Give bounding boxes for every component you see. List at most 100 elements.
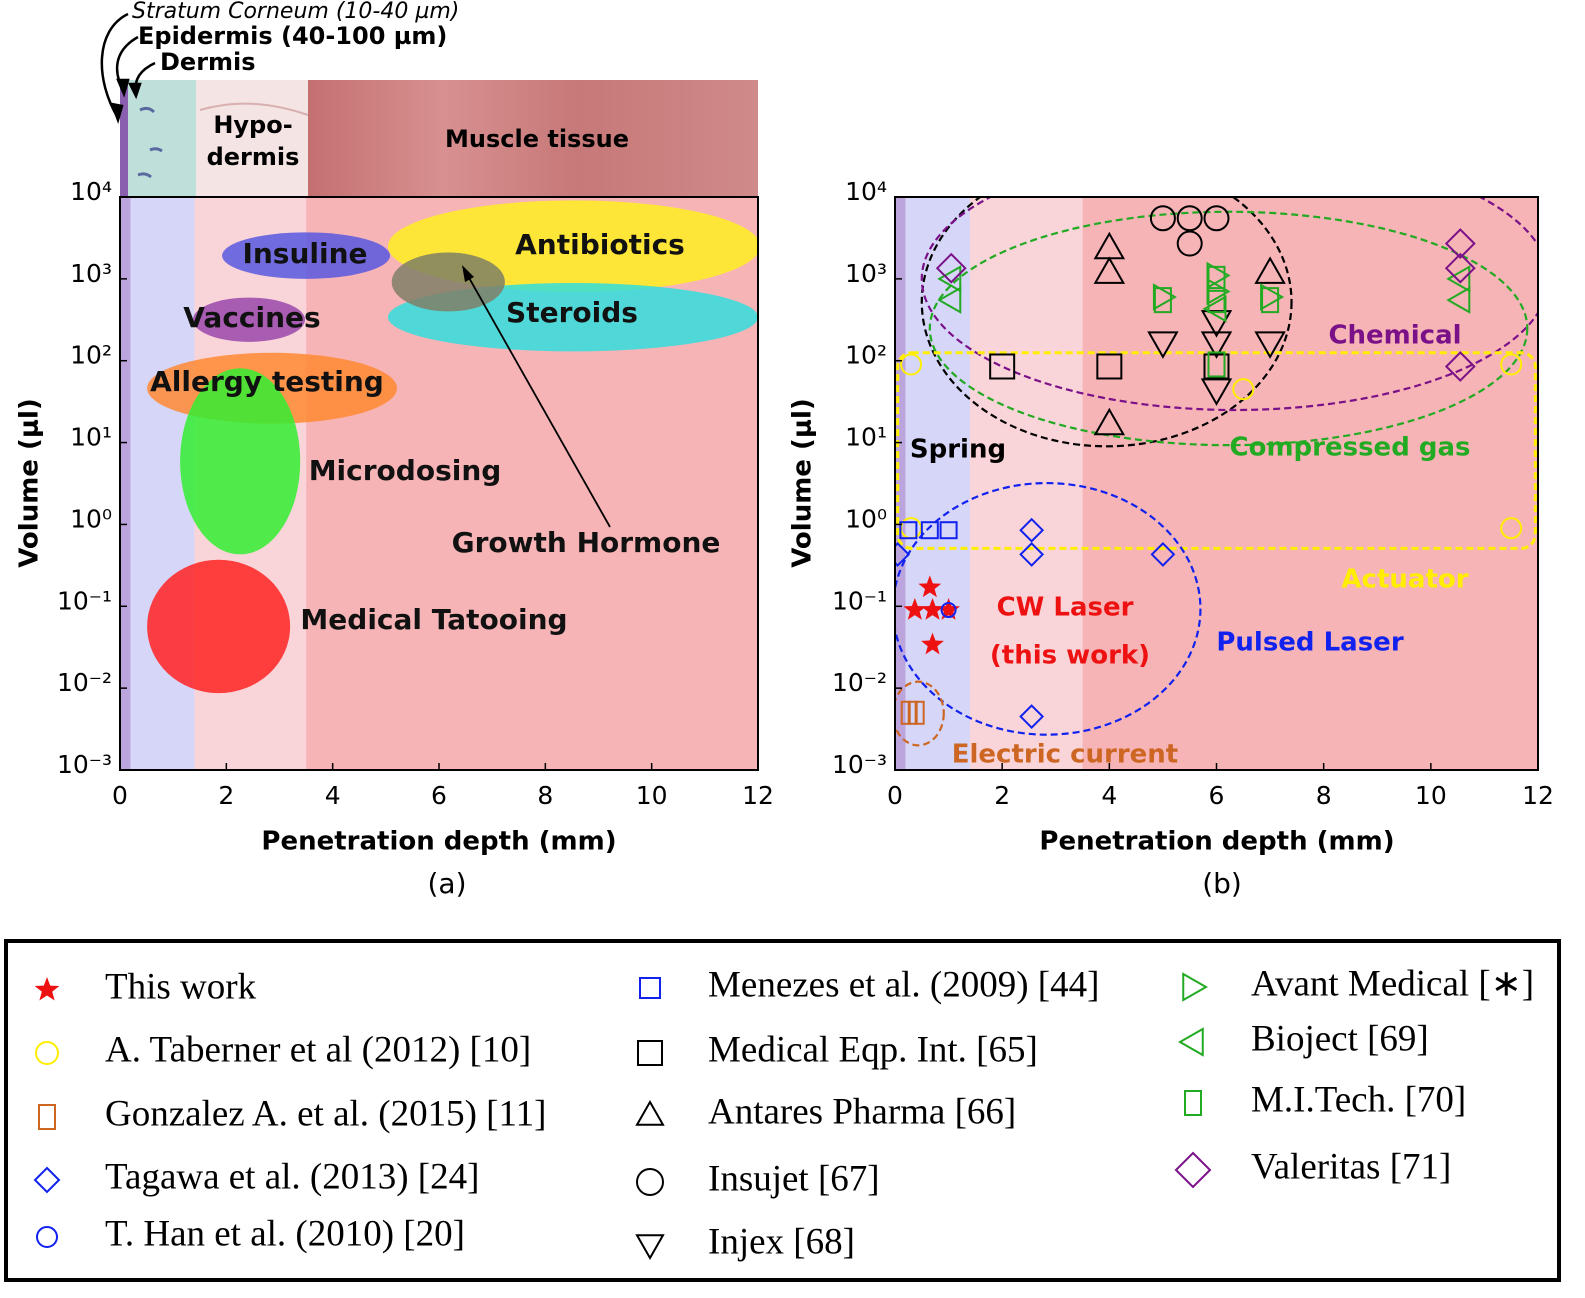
marker bbox=[1147, 331, 1179, 359]
marker bbox=[920, 521, 939, 540]
marker bbox=[36, 1226, 58, 1248]
legend-label: Gonzalez A. et al. (2015) [11] bbox=[105, 1093, 546, 1134]
marker bbox=[636, 1168, 664, 1196]
marker bbox=[921, 598, 944, 620]
marker bbox=[895, 542, 911, 567]
marker bbox=[935, 252, 967, 284]
marker bbox=[1207, 287, 1226, 314]
legend-label: Insujet [67] bbox=[708, 1158, 880, 1199]
marker bbox=[1200, 331, 1233, 359]
marker bbox=[1176, 205, 1203, 232]
region-label: Microdosing bbox=[309, 454, 502, 487]
marker bbox=[899, 521, 918, 540]
group-label: Compressed gas bbox=[1230, 433, 1471, 463]
group-outline bbox=[928, 210, 1529, 447]
annotation: dermis bbox=[207, 143, 300, 171]
annotation: Hypo- bbox=[213, 111, 292, 139]
marker bbox=[1096, 353, 1123, 380]
marker bbox=[1019, 542, 1045, 567]
plot-area bbox=[120, 197, 758, 770]
marker bbox=[1176, 230, 1203, 257]
group-outline bbox=[920, 197, 1293, 448]
group-label: Chemical bbox=[1328, 321, 1461, 351]
marker bbox=[1174, 1151, 1212, 1189]
legend-label: Antares Pharma [66] bbox=[708, 1091, 1016, 1132]
y-tick-label: 10² bbox=[845, 341, 887, 370]
y-tick-label: 10¹ bbox=[845, 423, 887, 452]
legend-label: Bioject [69] bbox=[1251, 1018, 1429, 1059]
legend-label: Injex [68] bbox=[708, 1221, 855, 1262]
region bbox=[192, 297, 306, 342]
marker bbox=[900, 353, 923, 376]
x-tick-label: 12 bbox=[742, 781, 774, 810]
marker bbox=[635, 1099, 665, 1126]
marker bbox=[1444, 351, 1476, 382]
marker bbox=[1182, 972, 1209, 1002]
annotation: CW Laser bbox=[997, 593, 1134, 623]
region-label: Allergy testing bbox=[150, 365, 384, 398]
marker bbox=[1019, 517, 1045, 543]
marker bbox=[1150, 542, 1176, 567]
y-axis-label: Volume (μl) bbox=[788, 398, 818, 568]
region-label: Vaccines bbox=[183, 301, 320, 334]
region bbox=[391, 252, 505, 312]
x-tick-label: 6 bbox=[1209, 781, 1225, 810]
y-tick-label: 10⁴ bbox=[70, 177, 112, 206]
legend-label: Menezes et al. (2009) [44] bbox=[708, 964, 1099, 1005]
region bbox=[222, 232, 391, 279]
x-tick-label: 2 bbox=[218, 781, 234, 810]
group-outline bbox=[895, 482, 1202, 736]
plot-area bbox=[895, 197, 1538, 770]
y-tick-label: 10³ bbox=[845, 259, 887, 288]
plot-b: 0 2 4 6 8 10 12 10⁻³ 10⁻² 10⁻¹ 10⁰ 10¹ 10² 10³ 10⁴ bbox=[832, 177, 1554, 810]
region-label: Steroids bbox=[506, 296, 638, 329]
legend-label: Tagawa et al. (2013) [24] bbox=[105, 1156, 479, 1197]
marker bbox=[1019, 704, 1045, 729]
x-axis-label: Penetration depth (mm) bbox=[261, 827, 616, 857]
plot-a: 0 2 4 6 8 10 12 10⁻³ 10⁻² 10⁻¹ 10⁰ 10¹ 10² 10³ 10⁴ bbox=[57, 177, 774, 810]
marker bbox=[639, 977, 661, 999]
y-tick-label: 10⁻³ bbox=[57, 750, 112, 779]
legend-label: Valeritas [71] bbox=[1251, 1146, 1451, 1187]
marker bbox=[937, 265, 962, 293]
legend-label: A. Taberner et al (2012) [10] bbox=[105, 1029, 531, 1070]
region-label: Growth Hormone bbox=[452, 526, 721, 559]
group-outline bbox=[896, 351, 1537, 550]
marker bbox=[1184, 1090, 1202, 1116]
legend-label: M.I.Tech. [70] bbox=[1251, 1079, 1466, 1120]
legend-label: Avant Medical [∗] bbox=[1251, 963, 1534, 1004]
y-tick-label: 10⁰ bbox=[70, 504, 112, 533]
caption: (a) bbox=[427, 867, 466, 900]
marker bbox=[1446, 286, 1471, 314]
annotation: (this work) bbox=[990, 641, 1150, 671]
y-tick-label: 10⁻¹ bbox=[832, 586, 887, 615]
x-tick-label: 6 bbox=[431, 781, 447, 810]
growth-hormone-arrow bbox=[462, 265, 611, 528]
region bbox=[180, 368, 301, 555]
group-label: Spring bbox=[910, 435, 1006, 465]
tissue-layer bbox=[895, 197, 906, 770]
y-tick-label: 10⁻¹ bbox=[57, 586, 112, 615]
marker bbox=[1093, 407, 1126, 436]
legend-label: Medical Eqp. Int. [65] bbox=[708, 1029, 1038, 1070]
marker bbox=[940, 602, 957, 619]
tissue-layer bbox=[120, 197, 131, 770]
marker bbox=[914, 700, 925, 725]
marker bbox=[1203, 205, 1230, 232]
y-tick-label: 10² bbox=[70, 341, 112, 370]
pointer-arrows bbox=[100, 12, 156, 124]
marker bbox=[1500, 353, 1523, 376]
marker bbox=[1446, 265, 1471, 293]
legend: This work A. Taberner et al (2012) [10] Go… bbox=[33, 963, 1534, 1262]
legend-label: T. Han et al. (2010) [20] bbox=[105, 1213, 465, 1254]
marker bbox=[637, 1040, 663, 1066]
marker bbox=[900, 700, 911, 725]
marker bbox=[1149, 205, 1176, 232]
legend-label: This work bbox=[105, 966, 257, 1007]
x-tick-label: 8 bbox=[1316, 781, 1332, 810]
y-tick-label: 10¹ bbox=[70, 423, 112, 452]
y-tick-label: 10⁰ bbox=[845, 504, 887, 533]
marker bbox=[903, 598, 927, 620]
marker bbox=[907, 700, 918, 725]
marker bbox=[937, 286, 962, 314]
